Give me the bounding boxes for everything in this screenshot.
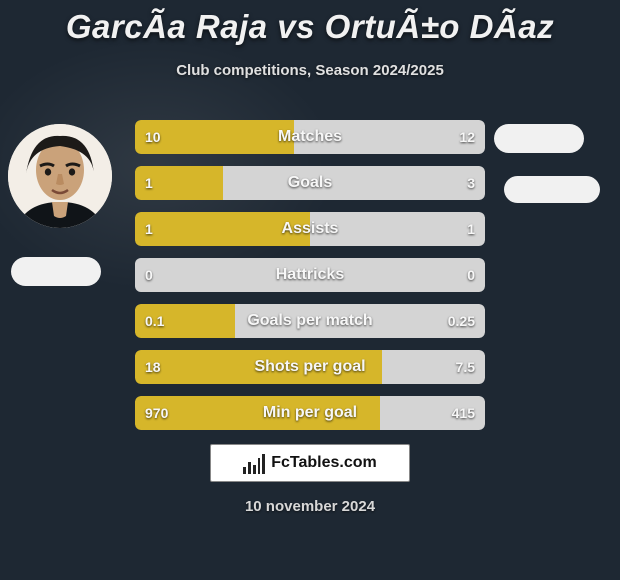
comparison-bars: 1012Matches 13Goals 11Assists 00Hattricks 0.… (135, 120, 485, 442)
stat-label: Assists (135, 212, 485, 246)
stat-label: Shots per goal (135, 350, 485, 384)
footer-brand-text: FcTables.com (271, 454, 377, 472)
page-subtitle: Club competitions, Season 2024/2025 (0, 62, 620, 79)
player-left-flag (11, 257, 101, 286)
avatar-placeholder-icon (8, 124, 112, 228)
player-right-badge-2 (504, 176, 600, 203)
stat-label: Goals per match (135, 304, 485, 338)
footer-date: 10 november 2024 (0, 498, 620, 515)
stat-row: 13Goals (135, 166, 485, 200)
player-right-badge-1 (494, 124, 584, 153)
stat-label: Hattricks (135, 258, 485, 292)
page-title: GarcÃ­a Raja vs OrtuÃ±o DÃ­az (0, 8, 620, 46)
footer-brand-badge: FcTables.com (210, 444, 410, 482)
stat-row: 0.10.25Goals per match (135, 304, 485, 338)
stat-label: Matches (135, 120, 485, 154)
stat-row: 00Hattricks (135, 258, 485, 292)
stat-label: Goals (135, 166, 485, 200)
stat-row: 970415Min per goal (135, 396, 485, 430)
stat-row: 1012Matches (135, 120, 485, 154)
stat-label: Min per goal (135, 396, 485, 430)
bar-chart-icon (243, 452, 265, 474)
player-left-avatar (8, 124, 112, 228)
stat-row: 187.5Shots per goal (135, 350, 485, 384)
stat-row: 11Assists (135, 212, 485, 246)
